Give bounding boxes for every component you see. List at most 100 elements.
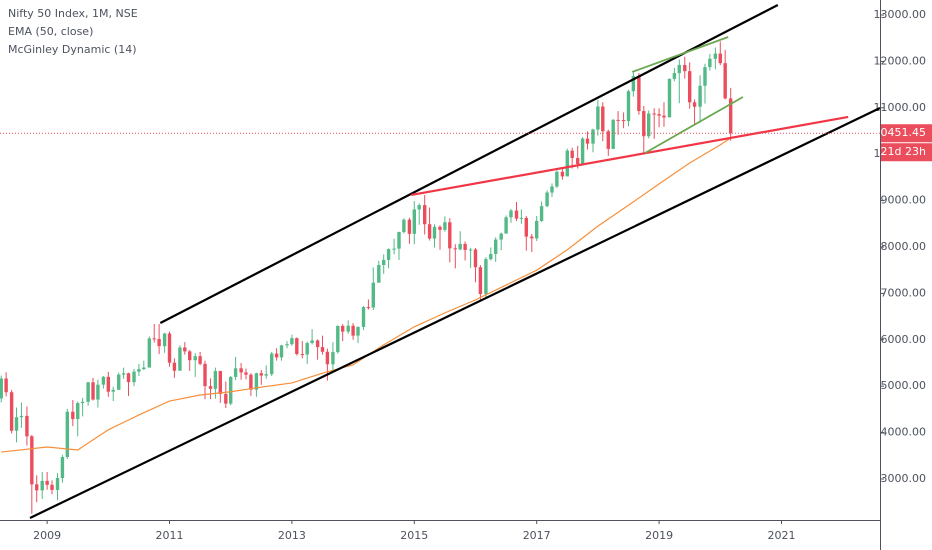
candle-body bbox=[295, 338, 299, 355]
candle-body bbox=[698, 85, 702, 107]
trend-line bbox=[159, 3, 779, 324]
candle-body bbox=[274, 353, 279, 358]
candle-body bbox=[646, 113, 651, 137]
last-price-label: 10451.45 bbox=[874, 126, 927, 139]
candle-body bbox=[346, 325, 350, 332]
candle-body bbox=[239, 368, 243, 373]
candle-body bbox=[443, 222, 447, 230]
candle-body bbox=[423, 205, 427, 225]
candle-body bbox=[106, 376, 111, 392]
candle-body bbox=[453, 248, 457, 250]
candle-body bbox=[575, 157, 580, 164]
trend-line bbox=[644, 96, 744, 154]
candle-body bbox=[432, 226, 437, 239]
y-tick-label: 8000.00 bbox=[881, 240, 927, 253]
y-tick-label: 9000.00 bbox=[881, 194, 927, 207]
candle-body bbox=[183, 347, 187, 352]
ema-line bbox=[1, 137, 732, 453]
candle-body bbox=[667, 78, 672, 118]
x-tick-label: 2021 bbox=[767, 529, 795, 542]
candle-body bbox=[703, 67, 707, 86]
candle-body bbox=[285, 344, 289, 346]
candle-body bbox=[80, 401, 85, 404]
candle-body bbox=[524, 217, 528, 237]
candle-body bbox=[96, 384, 100, 400]
candle-body bbox=[224, 393, 228, 404]
legend-entry: McGinley Dynamic (14) bbox=[8, 43, 137, 56]
candle-body bbox=[9, 392, 14, 431]
candle-body bbox=[371, 282, 375, 308]
candle-body bbox=[19, 415, 24, 418]
candle-body bbox=[30, 436, 34, 485]
candle-body bbox=[596, 106, 600, 130]
chart-title: Nifty 50 Index, 1M, NSE bbox=[8, 7, 138, 20]
candle-body bbox=[45, 480, 49, 485]
candle-body bbox=[331, 352, 335, 365]
candle-body bbox=[101, 376, 106, 385]
candle-body bbox=[652, 113, 656, 115]
candle-body bbox=[473, 249, 478, 268]
candle-body bbox=[167, 333, 172, 363]
candle-body bbox=[126, 373, 131, 383]
candle-body bbox=[626, 91, 631, 122]
candle-body bbox=[14, 417, 19, 431]
candle-body bbox=[325, 351, 330, 365]
candle-body bbox=[315, 340, 320, 348]
candle-body bbox=[213, 371, 218, 389]
y-tick-label: 3000.00 bbox=[881, 472, 927, 485]
candle-body bbox=[606, 131, 610, 149]
candle-body bbox=[570, 150, 574, 158]
candle-body bbox=[458, 243, 462, 250]
candle-body bbox=[417, 205, 421, 210]
x-tick-label: 2019 bbox=[645, 529, 673, 542]
candle-body bbox=[565, 150, 569, 177]
candle-body bbox=[514, 210, 519, 219]
candle-body bbox=[162, 333, 167, 347]
candle-body bbox=[142, 367, 146, 370]
candle-body bbox=[555, 171, 559, 187]
candle-body bbox=[233, 368, 238, 377]
candle-body bbox=[203, 363, 207, 387]
candle-body bbox=[111, 389, 115, 392]
candle-body bbox=[76, 403, 80, 420]
candle-body bbox=[254, 373, 259, 390]
candle-body bbox=[611, 119, 615, 149]
candle-body bbox=[631, 76, 636, 92]
candle-body bbox=[692, 102, 697, 107]
countdown-box bbox=[881, 143, 932, 162]
candle-body bbox=[713, 53, 718, 59]
y-tick-label: 11000.00 bbox=[874, 101, 927, 114]
candle-body bbox=[386, 249, 391, 260]
candle-body bbox=[539, 206, 544, 221]
candle-body bbox=[530, 236, 534, 239]
candle-body bbox=[412, 209, 416, 234]
candle-body bbox=[259, 373, 264, 376]
candle-body bbox=[340, 325, 345, 332]
candle-body bbox=[86, 382, 90, 402]
candle-body bbox=[621, 120, 626, 122]
candle-body bbox=[407, 219, 412, 234]
candle-body bbox=[336, 325, 340, 353]
candle-body bbox=[270, 353, 274, 375]
candle-body bbox=[152, 338, 156, 340]
candle-body bbox=[427, 224, 432, 239]
candle-body bbox=[218, 371, 223, 394]
candle-body bbox=[25, 415, 29, 437]
candle-body bbox=[117, 374, 121, 390]
y-tick-label: 5000.00 bbox=[881, 379, 927, 392]
candle-body bbox=[132, 371, 136, 383]
candle-body bbox=[463, 243, 467, 251]
candle-body bbox=[616, 119, 620, 121]
candle-body bbox=[545, 192, 549, 207]
y-tick-label: 12000.00 bbox=[874, 54, 927, 67]
candle-body bbox=[601, 106, 605, 132]
candle-body bbox=[585, 138, 590, 144]
candle-body bbox=[493, 239, 498, 254]
candle-body bbox=[188, 351, 192, 361]
candle-body bbox=[290, 338, 294, 345]
y-tick-label: 13000.00 bbox=[874, 8, 927, 21]
x-tick-label: 2015 bbox=[400, 529, 428, 542]
candle-body bbox=[550, 186, 554, 193]
candle-body bbox=[519, 217, 524, 219]
